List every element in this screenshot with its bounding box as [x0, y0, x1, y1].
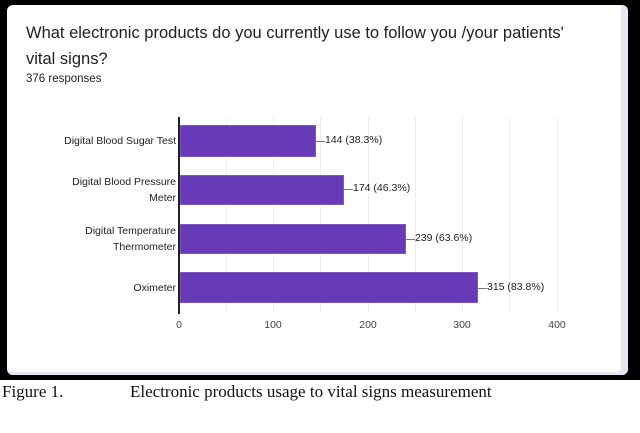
category-label: Digital Blood Pressure Meter: [16, 174, 176, 206]
category-label-line: Thermometer: [112, 241, 176, 253]
gridline: [509, 117, 510, 313]
figure-caption: Figure 1. Electronic products usage to vi…: [2, 382, 492, 402]
gridline: [557, 117, 558, 313]
x-tick-label: 100: [264, 319, 282, 331]
x-tick-label: 400: [548, 319, 566, 331]
category-label-line: Meter: [149, 192, 176, 204]
value-label: 144 (38.3%): [325, 134, 383, 146]
category-label-line: Digital Blood Pressure: [72, 176, 176, 188]
value-leader-line: [478, 288, 487, 289]
x-tick-label: 0: [176, 319, 182, 331]
figure-caption-text: Electronic products usage to vital signs…: [130, 382, 492, 401]
gridline: [273, 117, 274, 313]
category-label-line: Digital Blood Sugar Test: [64, 135, 176, 147]
category-label: Digital Temperature Thermometer: [16, 223, 176, 255]
value-label: 174 (46.3%): [353, 182, 411, 194]
y-axis-line: [178, 117, 180, 314]
bar-digital-blood-sugar-test: [180, 125, 316, 157]
bar-digital-temperature-thermometer: [180, 224, 406, 254]
x-tick-label: 300: [453, 319, 471, 331]
bar-digital-blood-pressure-meter: [180, 175, 344, 205]
response-count: 376 responses: [26, 73, 102, 85]
gridline: [368, 117, 369, 313]
figure-number: Figure 1.: [2, 382, 64, 401]
x-tick-label: 200: [359, 319, 377, 331]
bar-oximeter: [180, 272, 478, 303]
value-label: 315 (83.8%): [487, 281, 545, 293]
gridline: [320, 117, 321, 313]
category-label: Oximeter: [16, 280, 176, 296]
bar-chart: Digital Blood Sugar Test 144 (38.3%) Dig…: [16, 117, 566, 331]
category-label-line: Digital Temperature: [85, 225, 176, 237]
gridline: [226, 117, 227, 313]
gridline: [415, 117, 416, 313]
category-label: Digital Blood Sugar Test: [16, 133, 176, 149]
value-label: 239 (63.6%): [415, 232, 473, 244]
value-leader-line: [406, 239, 415, 240]
question-title: What electronic products do you currentl…: [26, 24, 564, 68]
gridline: [462, 117, 463, 313]
category-label-line: Oximeter: [133, 282, 176, 294]
value-leader-line: [344, 189, 353, 190]
value-leader-line: [316, 141, 325, 142]
